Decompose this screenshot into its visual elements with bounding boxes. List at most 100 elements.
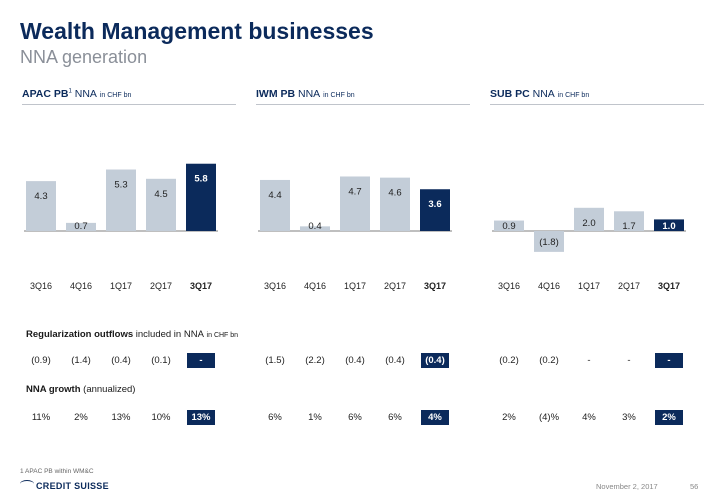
growth-cell: 4% (582, 412, 596, 423)
panel-header-sub: SUB PC NNA in CHF bn (490, 88, 704, 105)
bar (66, 222, 96, 231)
growth-cell: 1% (308, 412, 322, 423)
tick-label: 3Q17 (190, 281, 212, 291)
regularization-cell: (2.2) (305, 355, 325, 366)
bar (300, 226, 330, 231)
regularization-title: Regularization outflows (26, 329, 134, 340)
growth-cell: 2% (74, 412, 88, 423)
page-number: 56 (690, 482, 699, 491)
bar (186, 163, 216, 231)
tick-label: 3Q16 (30, 281, 52, 291)
panel-header-apac: APAC PB1 NNA in CHF bn (22, 88, 236, 105)
panel-unit: in CHF bn (557, 92, 590, 99)
regularization-cell: (1.4) (71, 355, 91, 366)
tick-label: 3Q17 (424, 281, 446, 291)
data-label: 4.7 (348, 186, 361, 197)
panel-metric: NNA (532, 88, 555, 100)
nna-bar-charts: 4.3 3Q16 0.7 4Q16 5.3 1Q17 4.5 2Q17 5.8 3Q17 4.4 3Q… (24, 163, 686, 291)
growth-cell: 4% (421, 410, 449, 425)
page-title: Wealth Management businesses (20, 18, 374, 44)
data-label: 4.6 (388, 188, 401, 199)
sail-icon (20, 480, 34, 488)
regularization-cell: (0.2) (499, 355, 519, 366)
panel-unit: in CHF bn (99, 92, 132, 99)
panel-metric: NNA (74, 88, 97, 100)
regularization-cell: - (627, 355, 631, 366)
panel-footnote-ref: 1 (68, 88, 72, 95)
panel-metric: NNA (298, 88, 321, 100)
date: November 2, 2017 (596, 482, 658, 491)
bar (260, 179, 290, 231)
tick-label: 3Q17 (658, 281, 680, 291)
bar (420, 189, 450, 231)
growth-label: NNA growth (annualized) (26, 384, 135, 395)
credit-suisse-logo: CREDIT SUISSE (20, 480, 109, 491)
data-label: 4.3 (34, 191, 47, 202)
growth-subtitle: (annualized) (83, 384, 136, 395)
data-label: 0.7 (74, 221, 87, 232)
regularization-cell: (1.5) (265, 355, 285, 366)
regularization-subtitle: included in NNA (135, 329, 204, 340)
bar (340, 176, 370, 231)
regularization-cell: - (187, 353, 215, 368)
growth-cell: 3% (622, 412, 636, 423)
data-label: (1.8) (539, 237, 559, 248)
tick-label: 2Q17 (150, 281, 172, 291)
regularization-cell: (0.1) (151, 355, 171, 366)
regularization-cell: - (655, 353, 683, 368)
growth-cell: 11% (31, 412, 51, 423)
growth-cell: 6% (348, 412, 362, 423)
data-label: 5.3 (114, 180, 127, 191)
regularization-cell: - (587, 355, 591, 366)
tick-label: 2Q17 (384, 281, 406, 291)
growth-cell: 13% (187, 410, 215, 425)
footnote: 1 APAC PB within WM&C (20, 468, 94, 475)
data-label: 4.5 (154, 189, 167, 200)
tick-label: 4Q16 (304, 281, 326, 291)
regularization-label: Regularization outflows included in NNA … (26, 329, 238, 340)
data-label: 0.4 (308, 221, 321, 232)
growth-cell: 6% (388, 412, 402, 423)
data-label: 0.9 (502, 221, 515, 232)
panel-unit: in CHF bn (323, 92, 355, 99)
bar (574, 207, 604, 231)
growth-cell: (4)% (538, 412, 560, 423)
tick-label: 1Q17 (578, 281, 600, 291)
tick-label: 2Q17 (618, 281, 640, 291)
regularization-cell: (0.4) (421, 353, 449, 368)
regularization-unit: in CHF bn (206, 332, 239, 339)
data-label: 1.0 (662, 221, 675, 232)
bar (534, 231, 564, 252)
growth-cell: 2% (655, 410, 683, 425)
bar (494, 220, 524, 231)
data-label: 3.6 (428, 199, 441, 210)
page-subtitle: NNA generation (20, 47, 148, 67)
bar (26, 181, 56, 231)
regularization-cell: (0.9) (31, 355, 51, 366)
growth-cell: 2% (502, 412, 516, 423)
logo-text: CREDIT SUISSE (36, 481, 109, 491)
growth-cell: 13% (111, 412, 131, 423)
tick-label: 4Q16 (70, 281, 92, 291)
bar (106, 169, 136, 231)
tick-label: 3Q16 (264, 281, 286, 291)
regularization-cell: (0.4) (385, 355, 405, 366)
tick-label: 1Q17 (344, 281, 366, 291)
growth-cell: 10% (151, 412, 171, 423)
data-label: 4.4 (268, 190, 281, 201)
panel-name: APAC PB (22, 88, 69, 100)
growth-cell: 6% (268, 412, 282, 423)
tick-label: 1Q17 (110, 281, 132, 291)
tick-label: 3Q16 (498, 281, 520, 291)
panel-name: IWM PB (256, 88, 296, 100)
bar (614, 211, 644, 231)
regularization-cell: (0.4) (111, 355, 131, 366)
bar (380, 177, 410, 231)
panel-header-iwm: IWM PB NNA in CHF bn (256, 88, 470, 105)
data-label: 1.7 (622, 221, 635, 232)
regularization-cell: (0.4) (345, 355, 365, 366)
bar (146, 178, 176, 231)
regularization-cell: (0.2) (539, 355, 559, 366)
data-label: 2.0 (582, 218, 595, 229)
tick-label: 4Q16 (538, 281, 560, 291)
